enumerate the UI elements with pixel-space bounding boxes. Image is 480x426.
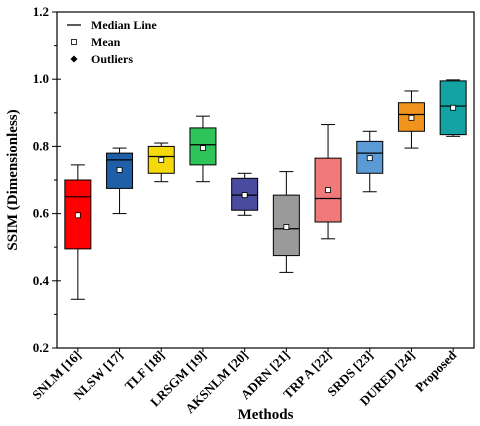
mean-marker [408, 114, 415, 121]
y-tick-label: 0.4 [33, 273, 50, 288]
x-axis-title: Methods [238, 407, 294, 423]
y-axis-title: SSIM (Dimensionless) [5, 109, 21, 250]
legend-outlier-icon [70, 55, 78, 63]
mean-marker [450, 104, 457, 111]
mean-marker [283, 224, 290, 230]
mean-marker [116, 167, 123, 173]
legend-label: Outliers [91, 52, 133, 66]
legend-mean-icon [71, 39, 77, 45]
legend-label: Median Line [91, 18, 157, 32]
mean-marker [158, 156, 165, 163]
box [231, 177, 259, 211]
y-tick-label: 0.6 [33, 206, 50, 221]
mean-marker [241, 192, 248, 199]
box [356, 140, 384, 174]
legend: Median Line Mean Outliers [67, 18, 157, 66]
mean-marker [325, 187, 331, 193]
y-tick-label: 0.8 [33, 138, 50, 153]
x-tick-label: Proposed [412, 347, 460, 395]
y-tick-label: 1.0 [33, 71, 49, 86]
y-tick-label: 0.2 [33, 340, 49, 355]
legend-label: Mean [91, 35, 121, 49]
y-tick-label: 1.2 [33, 4, 49, 19]
box [106, 152, 134, 189]
mean-marker [74, 212, 81, 219]
mean-marker [366, 155, 373, 162]
mean-marker [200, 145, 206, 151]
